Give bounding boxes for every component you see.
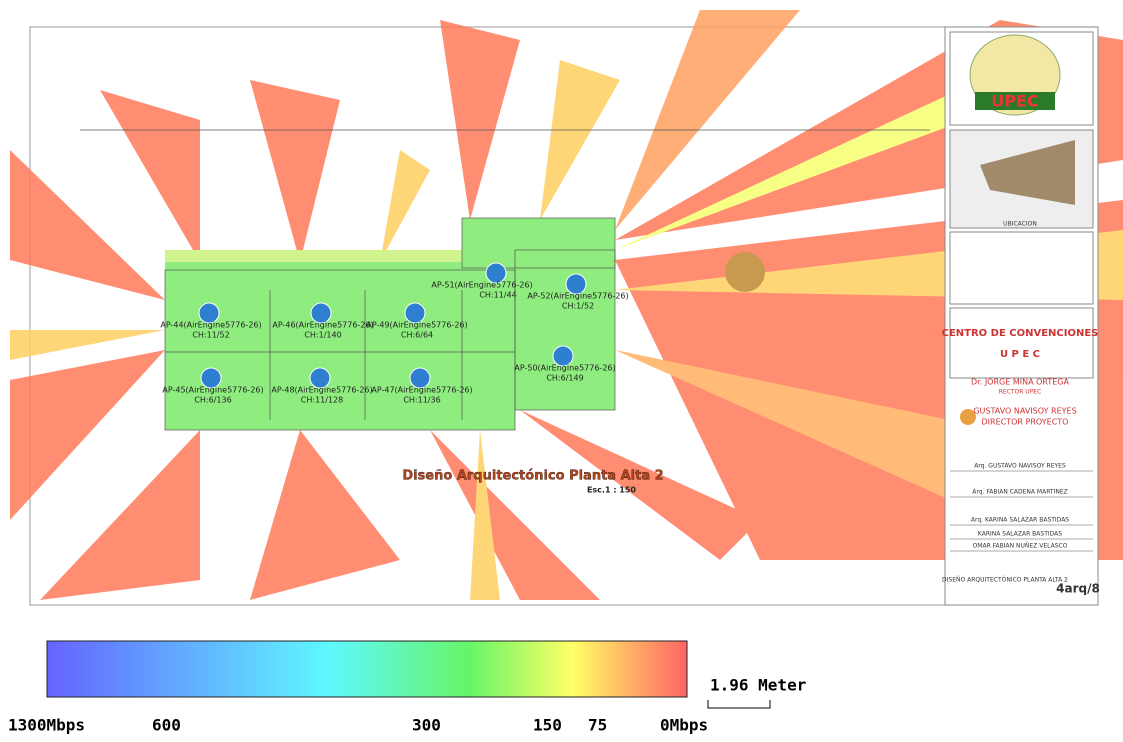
- person-name: OMAR FABIAN NUÑEZ VELASCO: [973, 543, 1068, 550]
- ap-name: AP-51(AirEngine5776-26): [431, 281, 532, 290]
- title-block: UPEC UBICACION CENTRO DE CONVENCIONES U …: [942, 27, 1100, 605]
- legend-label: 150: [533, 716, 562, 735]
- director: GUSTAVO NAVISOY REYES: [973, 407, 1076, 416]
- person-name: Arq. KARINA SALAZAR BASTIDAS: [971, 517, 1069, 524]
- sheet-title: DISEÑO ARQUITECTÓNICO PLANTA ALTA 2: [942, 577, 1068, 584]
- person-name: Arq. GUSTAVO NAVISOY REYES: [974, 463, 1066, 470]
- ap-name: AP-45(AirEngine5776-26): [162, 386, 263, 395]
- ap-channel: CH:6/136: [194, 396, 231, 405]
- ap-channel: CH:1/140: [304, 331, 341, 340]
- ap-name: AP-47(AirEngine5776-26): [371, 386, 472, 395]
- legend-label: 300: [412, 716, 441, 735]
- legend-label: 1300Mbps: [8, 716, 85, 735]
- plan-title: Diseño Arquitectónico Planta Alta 2: [402, 469, 663, 484]
- project-title: CENTRO DE CONVENCIONES: [942, 328, 1099, 339]
- plan-scale: Esc.1 : 150: [587, 486, 636, 495]
- ap-name: AP-46(AirEngine5776-26): [272, 321, 373, 330]
- location-label: UBICACION: [1003, 221, 1037, 228]
- person-name: KARINA SALAZAR BASTIDAS: [978, 531, 1062, 538]
- rector: Dr. JORGE MINA ORTEGA: [971, 378, 1069, 387]
- logo: UPEC: [991, 92, 1038, 111]
- ap-channel: CH:6/64: [401, 331, 433, 340]
- ap-name: AP-52(AirEngine5776-26): [527, 292, 628, 301]
- ap-channel: CH:6/149: [546, 374, 583, 383]
- ap-channel: CH:11/128: [301, 396, 343, 405]
- rector-role: RECTOR UPEC: [999, 389, 1042, 396]
- scale-bar: [708, 700, 770, 708]
- ap-channel: CH:1/52: [562, 302, 594, 311]
- ap-name: AP-48(AirEngine5776-26): [271, 386, 372, 395]
- director-role: DIRECTOR PROYECTO: [982, 418, 1069, 427]
- sheet-number: 4arq/8: [1056, 582, 1100, 596]
- legend-label: 0Mbps: [660, 716, 708, 735]
- scale-label: 1.96 Meter: [710, 676, 806, 695]
- person-name: Arq. FABIAN CADENA MARTINEZ: [972, 489, 1068, 496]
- legend-label: 75: [588, 716, 607, 735]
- ap-name: AP-50(AirEngine5776-26): [514, 364, 615, 373]
- ap-name: AP-44(AirEngine5776-26): [160, 321, 261, 330]
- legend-label: 600: [152, 716, 181, 735]
- ap-name: AP-49(AirEngine5776-26): [366, 321, 467, 330]
- ap-channel: CH:11/52: [192, 331, 229, 340]
- ap-channel: CH:11/44: [479, 291, 516, 300]
- dome: [725, 252, 765, 292]
- heatmap-screen: UPEC UBICACION CENTRO DE CONVENCIONES U …: [0, 0, 1123, 742]
- ap-channel: CH:11/36: [403, 396, 440, 405]
- project-subtitle: U P E C: [1000, 349, 1040, 360]
- legend-gradient: [47, 641, 687, 697]
